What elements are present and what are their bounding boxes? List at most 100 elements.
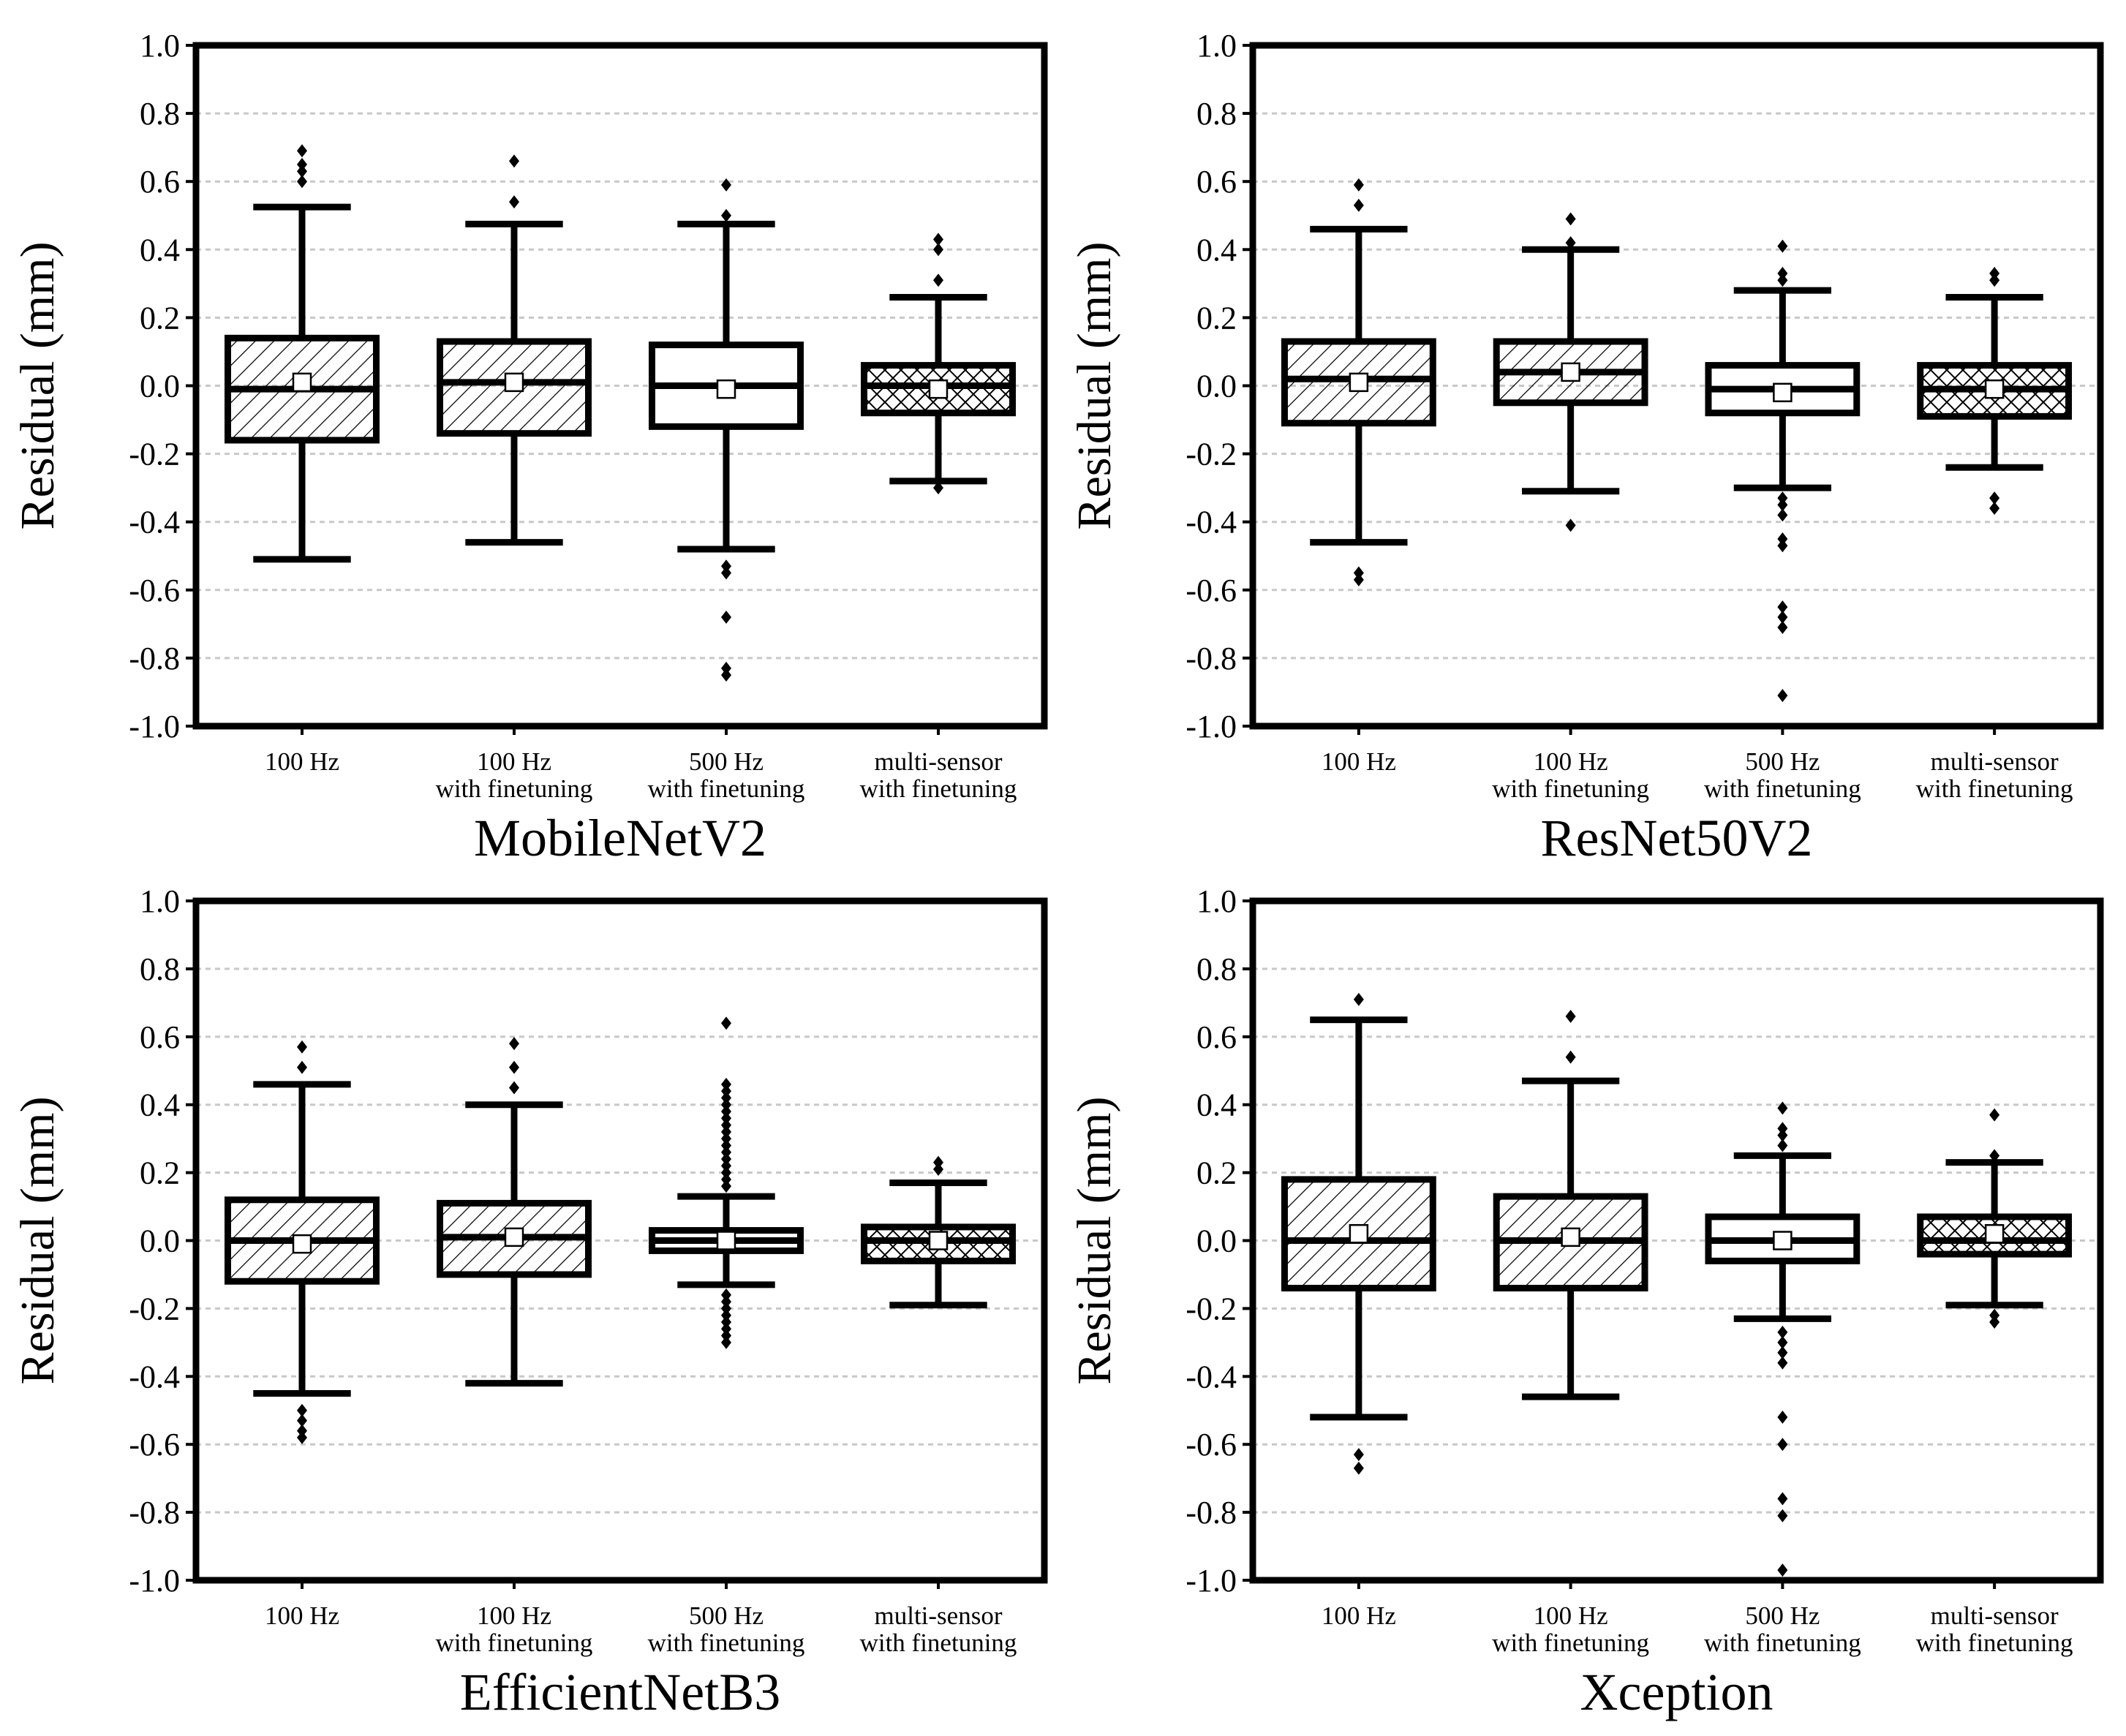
y-tick-label: 0.8 (140, 96, 180, 132)
outlier-point (721, 1016, 731, 1030)
y-tick-label: -0.6 (1185, 1427, 1237, 1463)
outlier-point (1989, 273, 2000, 287)
y-tick-label: 0.6 (140, 164, 180, 200)
outlier-point (721, 1118, 731, 1132)
y-tick-label: -1.0 (1185, 1563, 1237, 1599)
box-2 (1493, 1009, 1648, 1400)
outlier-point (721, 566, 731, 580)
y-tick-label: 1.0 (1196, 28, 1237, 64)
category-label: with finetuning (648, 774, 805, 803)
outlier-point (721, 1159, 731, 1173)
y-axis-label: Residual (mm) (1068, 241, 1121, 529)
outlier-point (933, 233, 943, 246)
outlier-point (1777, 621, 1788, 635)
box-4 (1917, 1108, 2073, 1329)
y-tick-label: 0.2 (1196, 300, 1237, 336)
category-label: 100 Hz (1322, 747, 1396, 776)
y-tick-label: -0.2 (129, 1291, 180, 1326)
outlier-point (1777, 532, 1788, 546)
outlier-point (1565, 1050, 1576, 1064)
outlier-point (297, 165, 307, 178)
y-axis-label: Residual (mm) (11, 1096, 64, 1384)
outlier-point (1989, 1308, 2000, 1322)
y-tick-label: 1.0 (140, 28, 180, 64)
y-tick-label: 1.0 (140, 883, 180, 919)
box-4 (861, 233, 1016, 495)
mean-marker (928, 1231, 949, 1250)
y-tick-label: -0.2 (129, 437, 180, 472)
outlier-point (1777, 491, 1788, 505)
mean-marker (504, 372, 524, 393)
box-2 (437, 154, 592, 546)
category-label: 500 Hz (689, 747, 764, 776)
y-tick-label: 0.2 (140, 300, 180, 336)
category-label: with finetuning (436, 774, 593, 803)
mean-marker (1349, 1223, 1369, 1244)
box-4 (1917, 266, 2073, 516)
outlier-point (1777, 600, 1788, 614)
outlier-point (721, 1302, 731, 1316)
outlier-point (1353, 566, 1364, 580)
category-label: 100 Hz (265, 747, 339, 776)
y-tick-label: 0.0 (1196, 369, 1237, 404)
chart-title: ResNet50V2 (1541, 809, 1813, 867)
plot-frame (1249, 897, 2104, 1584)
mean-marker (1561, 362, 1580, 382)
outlier-point (933, 481, 943, 495)
outlier-point (297, 175, 307, 189)
y-tick-label: 0.4 (140, 1087, 180, 1123)
chart-title: MobileNetV2 (474, 809, 766, 867)
outlier-point (1777, 611, 1788, 624)
outlier-point (509, 1081, 519, 1095)
y-tick-label: 0.2 (140, 1155, 180, 1191)
chart-xception: 1.0 0.8 0.6 0.4 0.2 0.0 -0.2 -0.4 -0.6 -0.8 -1.0 10… (1068, 883, 2104, 1721)
category-label: multi-sensor (875, 747, 1003, 776)
category-label: 500 Hz (1745, 747, 1820, 776)
outlier-point (1565, 518, 1576, 532)
box-1 (225, 1040, 380, 1444)
outlier-point (721, 611, 731, 624)
mean-marker (1349, 372, 1369, 393)
category-label: with finetuning (1492, 774, 1649, 803)
outlier-point (1777, 1101, 1788, 1115)
outlier-point (297, 1414, 307, 1427)
outlier-point (1989, 491, 2000, 505)
outlier-point (721, 1139, 731, 1152)
outlier-point (1353, 178, 1364, 192)
y-tick-label: 0.0 (140, 369, 180, 404)
y-tick-label: 0.4 (1196, 1087, 1237, 1123)
outlier-point (1777, 266, 1788, 280)
outlier-point (933, 273, 943, 287)
y-axis-label: Residual (mm) (1068, 1096, 1121, 1384)
plot-frame (1249, 42, 2104, 730)
plot-frame (192, 897, 1048, 1584)
outlier-point (721, 1077, 731, 1091)
outlier-point (1565, 212, 1576, 226)
outlier-point (721, 1166, 731, 1180)
mean-marker (716, 379, 736, 399)
outlier-point (721, 1288, 731, 1302)
outlier-point (1777, 1139, 1788, 1152)
box-2 (1493, 212, 1648, 532)
outlier-point (297, 157, 307, 171)
category-label: multi-sensor (1931, 1601, 2059, 1630)
box-1 (1281, 178, 1436, 586)
y-tick-label: 1.0 (1196, 883, 1237, 919)
mean-marker (716, 1231, 736, 1250)
outlier-point (721, 1322, 731, 1336)
y-tick-label: -0.6 (129, 1427, 180, 1463)
category-label: multi-sensor (1931, 747, 2059, 776)
outlier-point (721, 1125, 731, 1139)
outlier-point (721, 1084, 731, 1098)
y-tick-label: -1.0 (1185, 709, 1237, 744)
box-2 (437, 1037, 592, 1387)
outlier-point (721, 1308, 731, 1322)
outlier-point (1777, 1438, 1788, 1452)
y-tick-label: -0.4 (1185, 1359, 1237, 1395)
y-tick-label: 0.2 (1196, 1155, 1237, 1191)
y-tick-label: 0.8 (1196, 96, 1237, 132)
outlier-point (1777, 1122, 1788, 1136)
category-label: with finetuning (1704, 1629, 1861, 1657)
outlier-point (297, 1424, 307, 1438)
